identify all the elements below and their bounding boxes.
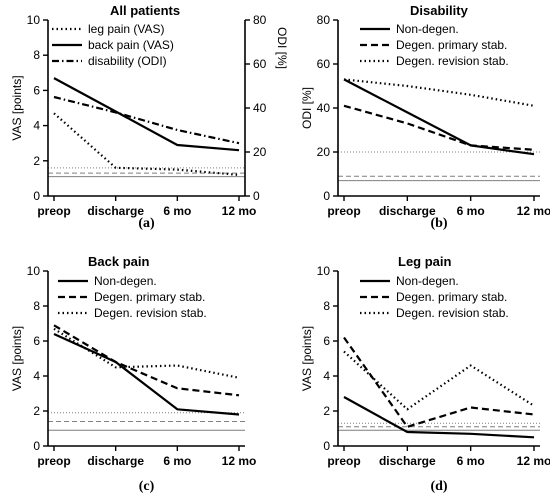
legend-label-3: Degen. revision stab.: [94, 306, 207, 320]
x-tick-label: 6 mo: [457, 204, 485, 218]
y2-tick-label: 80: [253, 13, 267, 27]
panel-caption: (a): [138, 216, 155, 231]
y-tick-label: 0: [33, 189, 40, 203]
legend-label-1: Non-degen.: [94, 274, 157, 288]
x-tick-label: preop: [327, 204, 360, 218]
panel-b: Disability 0 20 40 60 80 ODI [%] preop discharge…: [300, 3, 550, 231]
x-tick-label: 12 mo: [517, 454, 550, 468]
y-tick-label: 2: [323, 404, 330, 418]
panel-caption: (d): [430, 479, 447, 494]
y-tick-label: 8: [33, 48, 40, 62]
chart-title: Disability: [410, 3, 469, 18]
chart-title: Leg pain: [398, 254, 452, 269]
legend-label-1: Non-degen.: [396, 274, 459, 288]
x-tick-label: 6 mo: [163, 454, 191, 468]
y-tick-label: 80: [317, 13, 331, 27]
y-tick-label: 10: [317, 264, 331, 278]
series-line-3: [53, 95, 240, 145]
series-line-1: [343, 396, 535, 439]
series-line-2: [53, 77, 240, 152]
y-tick-label: 0: [33, 439, 40, 453]
legend-label-2: Degen. primary stab.: [396, 38, 507, 52]
x-tick-label: 12 mo: [222, 204, 257, 218]
chart-title: All patients: [110, 3, 180, 18]
y-tick-label: 40: [317, 101, 331, 115]
y-tick-label: 0: [323, 439, 330, 453]
x-tick-label: preop: [37, 454, 70, 468]
y-tick-label: 6: [33, 334, 40, 348]
series-line-3: [53, 327, 240, 379]
panel-d: Leg pain 0 2 4 6 8 10 VAS [points] preop discharg…: [300, 254, 550, 494]
y-tick-label: 2: [33, 404, 40, 418]
legend-label-3: Degen. revision stab.: [396, 54, 509, 68]
series-line-3: [343, 78, 535, 107]
x-tick-label: 6 mo: [163, 204, 191, 218]
series-line-3: [343, 350, 535, 411]
x-tick-label: preop: [37, 204, 70, 218]
legend-label-3: Degen. revision stab.: [396, 306, 509, 320]
x-tick-label: discharge: [87, 454, 144, 468]
chart-title: Back pain: [88, 254, 149, 269]
series-line-1: [343, 78, 535, 156]
x-tick-label: 12 mo: [222, 454, 257, 468]
x-tick-label: 12 mo: [517, 204, 550, 218]
panel-caption: (b): [430, 216, 447, 231]
x-tick-label: discharge: [379, 204, 436, 218]
series-line-2: [343, 104, 535, 151]
series-line-2: [53, 324, 240, 397]
y2-tick-label: 60: [253, 57, 267, 71]
y-axis-label: VAS [points]: [300, 326, 314, 391]
y2-tick-label: 20: [253, 145, 267, 159]
x-tick-label: discharge: [87, 204, 144, 218]
y-tick-label: 4: [323, 369, 330, 383]
legend-label-2: Degen. primary stab.: [94, 290, 205, 304]
y-tick-label: 60: [317, 57, 331, 71]
y-axis-label: VAS [points]: [10, 326, 24, 391]
legend-label-1: Non-degen.: [396, 22, 459, 36]
y-tick-label: 4: [33, 369, 40, 383]
panel-caption: (c): [139, 479, 155, 494]
legend-label-2: Degen. primary stab.: [396, 290, 507, 304]
panel-a: All patients 0 2 4 6 8 10 VAS [points] 0 20 40 60 80…: [10, 3, 289, 231]
y-tick-label: 8: [33, 299, 40, 313]
y-tick-label: 4: [33, 119, 40, 133]
y2-tick-label: 40: [253, 101, 267, 115]
y-tick-label: 20: [317, 145, 331, 159]
x-tick-label: 6 mo: [457, 454, 485, 468]
legend-label-2: back pain (VAS): [88, 38, 174, 52]
y-axis-label: VAS [points]: [10, 75, 24, 140]
y-tick-label: 0: [323, 189, 330, 203]
legend-label-1: leg pain (VAS): [88, 22, 164, 36]
panel-c: Back pain 0 2 4 6 8 10 VAS [points] preop dischar…: [10, 254, 256, 494]
y-tick-label: 8: [323, 299, 330, 313]
y-axis-label: ODI [%]: [300, 87, 314, 129]
y-tick-label: 6: [33, 83, 40, 97]
legend-label-3: disability (ODI): [88, 54, 167, 68]
y-tick-label: 10: [27, 264, 41, 278]
y-tick-label: 6: [323, 334, 330, 348]
y-tick-label: 10: [27, 13, 41, 27]
y2-axis-label: ODI [%]: [275, 27, 289, 69]
series-line-1: [53, 112, 240, 176]
x-tick-label: discharge: [379, 454, 436, 468]
y-tick-label: 2: [33, 154, 40, 168]
x-tick-label: preop: [327, 454, 360, 468]
y2-tick-label: 0: [253, 189, 260, 203]
